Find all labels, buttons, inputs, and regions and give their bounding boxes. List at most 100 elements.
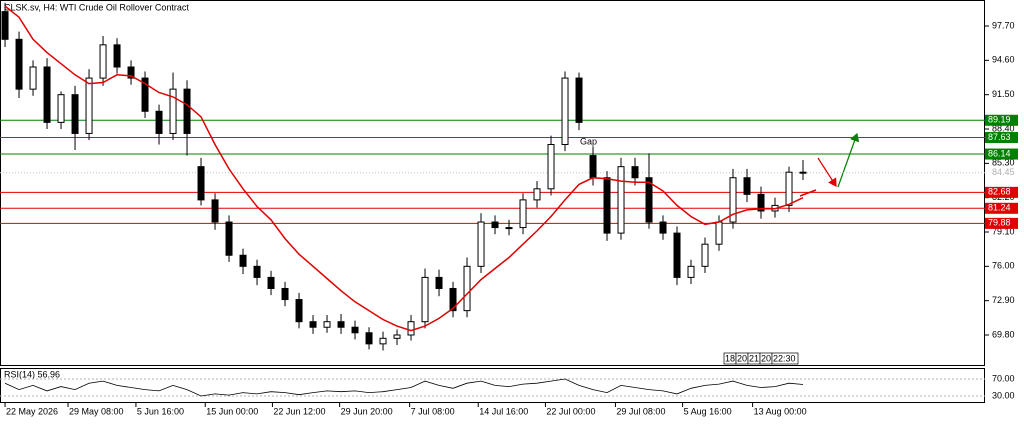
candle-body bbox=[323, 321, 331, 328]
x-tick-label: 7 Jul 08:00 bbox=[411, 406, 455, 416]
candle-body bbox=[491, 221, 499, 229]
candle-body bbox=[799, 171, 807, 174]
x-tick-label: 29 May 08:00 bbox=[69, 406, 124, 416]
x-tick-label: 29 Jun 20:00 bbox=[341, 406, 393, 416]
y-tick-label: 85.30 bbox=[992, 158, 1015, 168]
candle-body bbox=[225, 221, 233, 256]
candle-body bbox=[589, 155, 597, 179]
candle-body bbox=[477, 221, 485, 267]
up-arrow bbox=[837, 132, 860, 188]
candle-body bbox=[533, 188, 541, 201]
candle-body bbox=[183, 88, 191, 134]
candle-body bbox=[729, 177, 737, 223]
candle-body bbox=[519, 199, 527, 229]
candle-body bbox=[561, 77, 569, 146]
candle-body bbox=[15, 38, 23, 90]
candle-body bbox=[1, 11, 9, 40]
level-label: 81.24 bbox=[988, 203, 1011, 213]
rsi-tick-label: 30.00 bbox=[992, 390, 1015, 400]
x-tick-label: 22 May 2026 bbox=[6, 406, 58, 416]
x-tick-label: 5 Aug 16:00 bbox=[684, 406, 732, 416]
moving-average bbox=[4, 5, 804, 332]
candle-body bbox=[435, 276, 443, 289]
y-tick-label: 88.40 bbox=[992, 123, 1015, 133]
y-tick-label: 97.70 bbox=[992, 20, 1015, 30]
candle-body bbox=[673, 232, 681, 278]
x-tick-label: 29 Jul 08:00 bbox=[616, 406, 665, 416]
candle-body bbox=[85, 77, 93, 134]
candle-body bbox=[169, 88, 177, 134]
x-tick-label: 13 Aug 00:00 bbox=[754, 406, 807, 416]
rsi-tick-label: 70.00 bbox=[992, 373, 1015, 383]
level-label-bg bbox=[985, 132, 1018, 144]
time-label: 20 bbox=[761, 353, 771, 363]
trend-line bbox=[799, 189, 817, 197]
candle-body bbox=[463, 265, 471, 312]
y-tick-label: 91.50 bbox=[992, 89, 1015, 99]
candle-body bbox=[267, 276, 275, 289]
y-tick-label: 72.90 bbox=[992, 295, 1015, 305]
candle-body bbox=[407, 321, 415, 336]
candle-body bbox=[603, 177, 611, 234]
level-label: 87.63 bbox=[988, 132, 1011, 142]
current-price-label: 84.45 bbox=[992, 167, 1015, 177]
candle-body bbox=[659, 221, 667, 234]
candle-body bbox=[197, 166, 205, 201]
candle-body bbox=[645, 177, 653, 223]
candle-body bbox=[715, 221, 723, 245]
candle-body bbox=[757, 193, 765, 212]
candle-body bbox=[547, 144, 555, 190]
level-label: 89.19 bbox=[988, 115, 1011, 125]
candle-body bbox=[99, 44, 107, 79]
x-tick-label: 22 Jun 12:00 bbox=[273, 406, 325, 416]
candle-body bbox=[337, 321, 345, 328]
candle-body bbox=[365, 332, 373, 345]
y-tick-label: 76.00 bbox=[992, 261, 1015, 271]
candle-body bbox=[421, 276, 429, 323]
x-tick-label: 5 Jun 16:00 bbox=[137, 406, 184, 416]
chart-title: CLSK.sv, H4: WTI Crude Oil Rollover Cont… bbox=[4, 2, 189, 12]
candle-body bbox=[43, 66, 51, 123]
candle-body bbox=[141, 77, 149, 112]
level-label-bg bbox=[985, 202, 1018, 214]
level-label: 82.68 bbox=[988, 187, 1011, 197]
time-label: 21 bbox=[749, 353, 759, 363]
main-frame bbox=[0, 0, 985, 366]
candle-body bbox=[71, 94, 79, 134]
y-tick-label: 79.10 bbox=[992, 226, 1015, 236]
time-label-box bbox=[771, 352, 799, 365]
level-label-bg bbox=[985, 217, 1018, 229]
candle-body bbox=[295, 299, 303, 323]
time-label: 18: bbox=[725, 353, 738, 363]
candle-body bbox=[505, 227, 513, 230]
candle-body bbox=[155, 110, 163, 134]
y-tick-label: 94.60 bbox=[992, 55, 1015, 65]
candle-body bbox=[631, 166, 639, 179]
candle-body bbox=[379, 337, 387, 345]
candle-body bbox=[701, 243, 709, 267]
time-label: 22:30 bbox=[773, 353, 796, 363]
down-arrow bbox=[817, 157, 837, 188]
candle-body bbox=[127, 66, 135, 79]
candle-body bbox=[253, 265, 261, 278]
rsi-line bbox=[4, 378, 804, 397]
candle-body bbox=[113, 44, 121, 68]
rsi-title: RSI(14) 56.96 bbox=[4, 369, 60, 379]
x-tick-label: 14 Jul 16:00 bbox=[479, 406, 528, 416]
candle-body bbox=[57, 94, 65, 123]
candle-body bbox=[575, 77, 583, 123]
candle-body bbox=[687, 265, 695, 278]
rsi-frame bbox=[0, 368, 985, 403]
candle-body bbox=[449, 287, 457, 312]
candle-body bbox=[743, 177, 751, 195]
x-tick-label: 22 Jul 00:00 bbox=[546, 406, 595, 416]
candle-body bbox=[281, 287, 289, 301]
x-tick-label: 15 Jun 00:00 bbox=[206, 406, 258, 416]
level-label: 86.14 bbox=[988, 148, 1011, 158]
candle-body bbox=[617, 166, 625, 234]
candle-body bbox=[785, 171, 793, 206]
gap-annotation: Gap bbox=[580, 136, 597, 146]
candle-body bbox=[393, 334, 401, 339]
candle-body bbox=[29, 66, 37, 90]
